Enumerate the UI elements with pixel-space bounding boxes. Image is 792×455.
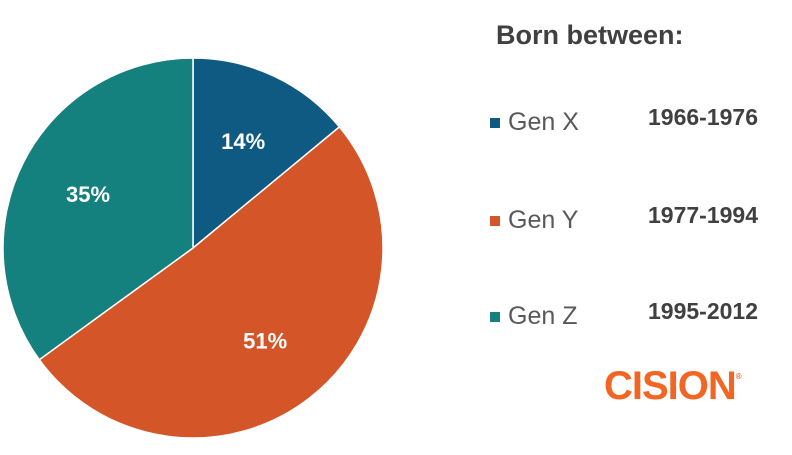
legend-item-gen-x: Gen X 1966-1976 bbox=[490, 104, 790, 144]
legend-title: Born between: bbox=[496, 20, 684, 50]
legend-swatch-gen-y bbox=[490, 216, 500, 226]
legend-label-gen-y: Gen Y bbox=[508, 206, 579, 234]
pie-slice-gen-y bbox=[38, 125, 384, 439]
legend-range-gen-x: 1966-1976 bbox=[648, 104, 758, 130]
legend-range-gen-y: 1977-1994 bbox=[648, 202, 758, 228]
logo-registered-mark: ® bbox=[735, 372, 742, 381]
cision-logo: CISION® bbox=[604, 364, 742, 409]
pie-slice-gen-z bbox=[2, 57, 194, 361]
legend-item-gen-z: Gen Z 1995-2012 bbox=[490, 298, 790, 338]
legend-swatch-gen-x bbox=[490, 118, 500, 128]
data-label-gen-y: 51% bbox=[243, 329, 287, 354]
pie-slice-gen-x bbox=[192, 57, 341, 250]
data-label-gen-z: 35% bbox=[66, 182, 110, 207]
logo-text: CISION bbox=[604, 364, 737, 408]
legend-label-gen-z: Gen Z bbox=[508, 302, 578, 330]
legend-swatch-gen-z bbox=[490, 312, 500, 322]
legend-label-gen-x: Gen X bbox=[508, 108, 579, 136]
legend-range-gen-z: 1995-2012 bbox=[648, 298, 758, 324]
legend-item-gen-y: Gen Y 1977-1994 bbox=[490, 202, 790, 242]
data-label-gen-x: 14% bbox=[221, 129, 265, 154]
